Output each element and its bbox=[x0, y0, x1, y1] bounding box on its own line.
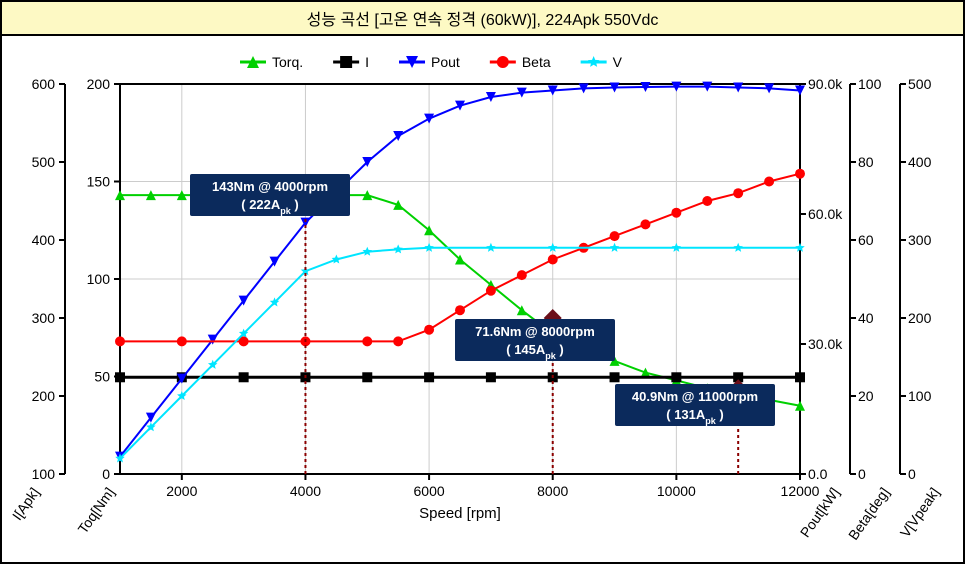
svg-text:50: 50 bbox=[94, 369, 110, 385]
svg-text:400: 400 bbox=[32, 232, 56, 248]
svg-text:0.0: 0.0 bbox=[808, 466, 828, 482]
svg-text:4000: 4000 bbox=[290, 483, 321, 499]
svg-text:600: 600 bbox=[32, 76, 56, 92]
svg-text:40.9Nm @ 11000rpm: 40.9Nm @ 11000rpm bbox=[632, 389, 758, 404]
svg-text:Toq[Nm]: Toq[Nm] bbox=[74, 485, 117, 537]
svg-text:100: 100 bbox=[908, 388, 932, 404]
svg-text:30.0k: 30.0k bbox=[808, 336, 843, 352]
svg-text:2000: 2000 bbox=[166, 483, 197, 499]
svg-text:400: 400 bbox=[908, 154, 932, 170]
svg-text:6000: 6000 bbox=[414, 483, 445, 499]
svg-text:500: 500 bbox=[908, 76, 932, 92]
svg-text:200: 200 bbox=[87, 76, 111, 92]
svg-text:60: 60 bbox=[858, 232, 874, 248]
svg-text:I[Apk]: I[Apk] bbox=[10, 485, 42, 524]
svg-text:40: 40 bbox=[858, 310, 874, 326]
svg-text:V[Vpeak]: V[Vpeak] bbox=[897, 485, 943, 541]
svg-text:300: 300 bbox=[32, 310, 56, 326]
svg-text:I: I bbox=[365, 54, 369, 70]
svg-text:V: V bbox=[613, 54, 623, 70]
svg-text:150: 150 bbox=[87, 174, 111, 190]
chart-plot-area: 20004000600080001000012000Speed [rpm]100… bbox=[2, 36, 963, 566]
svg-text:0: 0 bbox=[858, 466, 866, 482]
svg-text:80: 80 bbox=[858, 154, 874, 170]
svg-text:100: 100 bbox=[858, 76, 882, 92]
svg-text:500: 500 bbox=[32, 154, 56, 170]
chart-container: 성능 곡선 [고온 연속 정격 (60kW)], 224Apk 550Vdc 2… bbox=[0, 0, 965, 564]
svg-text:100: 100 bbox=[32, 466, 56, 482]
svg-text:Torq.: Torq. bbox=[272, 54, 303, 70]
svg-text:100: 100 bbox=[87, 271, 111, 287]
svg-text:20: 20 bbox=[858, 388, 874, 404]
svg-text:8000: 8000 bbox=[537, 483, 568, 499]
svg-text:200: 200 bbox=[32, 388, 56, 404]
svg-text:143Nm @ 4000rpm: 143Nm @ 4000rpm bbox=[212, 179, 328, 194]
svg-text:Speed [rpm]: Speed [rpm] bbox=[419, 505, 501, 522]
svg-text:Beta: Beta bbox=[522, 54, 551, 70]
svg-text:60.0k: 60.0k bbox=[808, 206, 843, 222]
svg-text:10000: 10000 bbox=[657, 483, 696, 499]
chart-svg: 20004000600080001000012000Speed [rpm]100… bbox=[10, 44, 955, 564]
svg-text:0: 0 bbox=[908, 466, 916, 482]
svg-text:Pout: Pout bbox=[431, 54, 460, 70]
svg-text:71.6Nm @ 8000rpm: 71.6Nm @ 8000rpm bbox=[475, 324, 595, 339]
chart-title: 성능 곡선 [고온 연속 정격 (60kW)], 224Apk 550Vdc bbox=[2, 2, 963, 36]
svg-text:0: 0 bbox=[102, 466, 110, 482]
svg-text:300: 300 bbox=[908, 232, 932, 248]
svg-text:200: 200 bbox=[908, 310, 932, 326]
svg-text:Beta[deg]: Beta[deg] bbox=[845, 485, 892, 543]
svg-text:12000: 12000 bbox=[781, 483, 820, 499]
svg-text:90.0k: 90.0k bbox=[808, 76, 843, 92]
